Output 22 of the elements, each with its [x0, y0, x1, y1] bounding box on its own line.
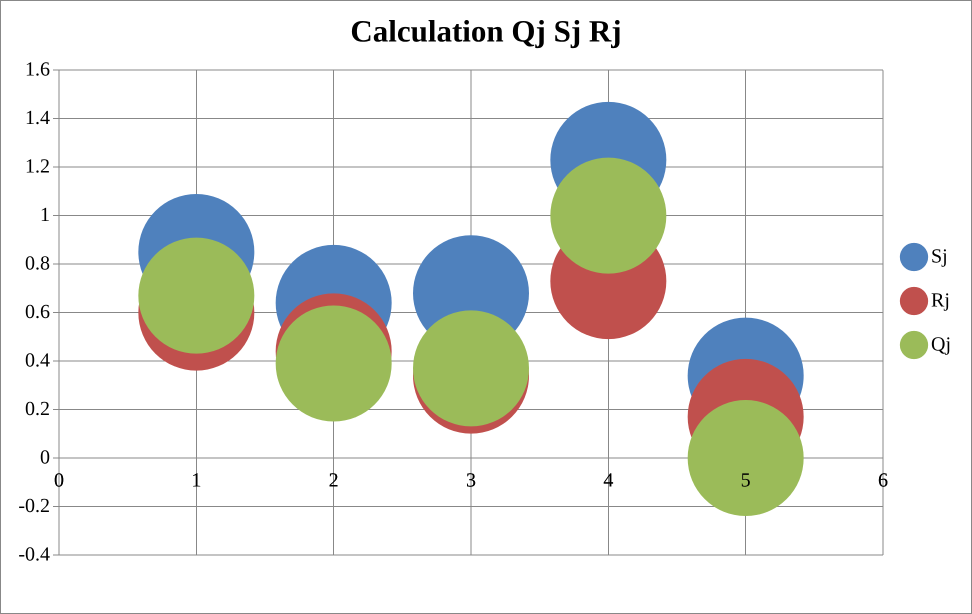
x-tick-label: 1 [191, 469, 202, 492]
y-tick-label: 1 [40, 204, 50, 226]
y-tick-label: 1.2 [25, 155, 50, 178]
y-tick-label: 0 [40, 446, 50, 468]
legend-label: Sj [931, 245, 948, 268]
y-tick-label: -0.4 [18, 543, 50, 566]
x-tick-label: 3 [466, 469, 476, 492]
x-tick-label: 6 [878, 469, 888, 492]
x-tick-label: 4 [603, 469, 614, 492]
y-tick-label: 0.6 [25, 300, 50, 323]
y-tick-label: 0.8 [25, 252, 50, 274]
y-tick-label: 1.6 [25, 58, 50, 80]
chart-title: Calculation Qj Sj Rj [350, 14, 622, 49]
y-tick-label: -0.2 [18, 494, 50, 517]
y-tick-label: 0.2 [25, 398, 50, 420]
x-tick-label: 0 [54, 469, 64, 492]
y-tick-label: 0.4 [25, 349, 50, 372]
legend-label: Rj [931, 289, 950, 312]
x-tick-label: 2 [328, 469, 339, 492]
y-tick-label: 1.4 [25, 106, 50, 129]
x-tick-label: 5 [740, 469, 751, 492]
legend-label: Qj [931, 333, 951, 356]
